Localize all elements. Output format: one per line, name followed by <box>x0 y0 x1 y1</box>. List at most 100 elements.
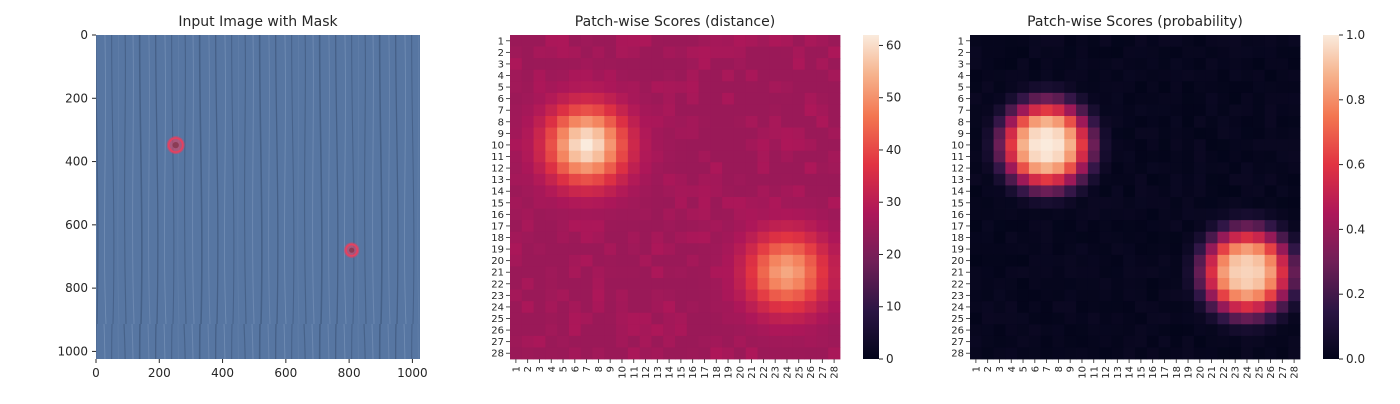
heatmap-cell <box>510 312 523 325</box>
heatmap-cell <box>1135 243 1148 256</box>
heatmap-cell <box>1252 208 1266 221</box>
heatmap-cell <box>1241 116 1254 128</box>
heatmap-cell <box>639 254 652 267</box>
heatmap-cell <box>686 243 699 256</box>
heatmap-cell <box>710 335 723 348</box>
heatmap-cell <box>557 312 570 325</box>
heatmap-x-tick-label: 28 <box>1290 366 1301 379</box>
heatmap-cell <box>557 92 570 105</box>
heatmap-cell <box>1052 301 1065 314</box>
heatmap-cell <box>675 185 688 198</box>
heatmap-cell <box>1158 92 1171 105</box>
heatmap-cell <box>1005 301 1018 314</box>
heatmap-cell <box>1017 301 1030 314</box>
heatmap-cell <box>686 162 699 175</box>
heatmap-cell <box>1158 69 1171 82</box>
heatmap-cell <box>1158 46 1171 59</box>
heatmap-cell <box>1040 139 1053 152</box>
heatmap-cell <box>686 301 699 314</box>
heatmap-cell <box>1040 335 1053 348</box>
heatmap-cell <box>1229 150 1242 163</box>
heatmap-cell <box>828 278 841 290</box>
heatmap-cell <box>557 220 570 233</box>
heatmap-cell <box>592 69 605 82</box>
heatmap-cell <box>580 347 593 360</box>
heatmap-cell <box>781 312 794 325</box>
probability-heatmap-title: Patch-wise Scores (probability) <box>1027 14 1243 30</box>
heatmap-cell <box>568 58 582 71</box>
heatmap-cell <box>1135 116 1148 128</box>
heatmap-cell <box>1158 116 1171 128</box>
heatmap-cell <box>781 116 794 128</box>
heatmap-cell <box>757 243 770 256</box>
heatmap-cell <box>604 162 617 175</box>
heatmap-cell <box>1170 197 1183 209</box>
heatmap-cell <box>970 335 983 348</box>
heatmap-cell <box>1241 58 1254 71</box>
heatmap-cell <box>521 81 534 94</box>
heatmap-cell <box>792 254 806 267</box>
heatmap-cell <box>627 92 641 105</box>
heatmap-cell <box>521 197 534 209</box>
heatmap-cell <box>651 35 664 47</box>
heatmap-y-tick-label: 18 <box>491 233 504 244</box>
heatmap-cell <box>1135 301 1148 314</box>
heatmap-cell <box>710 46 723 59</box>
heatmap-cell <box>1288 197 1301 209</box>
heatmap-cell <box>1017 92 1030 105</box>
heatmap-cell <box>1158 173 1171 186</box>
heatmap-cell <box>639 301 652 314</box>
heatmap-cell <box>981 69 994 82</box>
heatmap-x-tick-label: 2 <box>983 366 994 372</box>
heatmap-cell <box>1252 185 1266 198</box>
heatmap-cell <box>816 150 829 163</box>
heatmap-cell <box>1252 69 1266 82</box>
heatmap-cell <box>1264 289 1277 302</box>
heatmap-cell <box>510 139 523 152</box>
heatmap-cell <box>568 92 582 105</box>
heatmap-cell <box>745 312 758 325</box>
heatmap-cell <box>993 278 1006 290</box>
heatmap-cell <box>1217 208 1230 221</box>
heatmap-cell <box>1017 35 1030 47</box>
heatmap-cell <box>1028 254 1042 267</box>
heatmap-cell <box>604 312 617 325</box>
heatmap-cell <box>675 289 688 302</box>
heatmap-cell <box>804 185 817 198</box>
heatmap-y-tick-label: 18 <box>951 233 964 244</box>
heatmap-cell <box>557 347 570 360</box>
heatmap-cell <box>616 289 629 302</box>
heatmap-cell <box>1158 243 1171 256</box>
heatmap-cell <box>1252 173 1266 186</box>
heatmap-cell <box>510 127 523 140</box>
heatmap-cell <box>769 81 782 94</box>
heatmap-cell <box>1005 58 1018 71</box>
heatmap-cell <box>521 278 534 290</box>
heatmap-cell <box>745 220 758 233</box>
heatmap-cell <box>757 347 770 360</box>
heatmap-cell <box>981 289 994 302</box>
heatmap-cell <box>1217 116 1230 128</box>
heatmap-cell <box>1217 197 1230 209</box>
heatmap-cell <box>1040 35 1053 47</box>
heatmap-cell <box>510 116 523 128</box>
heatmap-cell <box>639 220 652 233</box>
heatmap-cell <box>545 335 558 348</box>
heatmap-cell <box>580 173 593 186</box>
heatmap-x-tick-label: 1 <box>511 366 522 372</box>
heatmap-cell <box>568 335 582 348</box>
heatmap-cell <box>557 139 570 152</box>
heatmap-cell <box>1005 220 1018 233</box>
heatmap-cell <box>1017 46 1030 59</box>
heatmap-cell <box>1252 301 1266 314</box>
heatmap-cell <box>1241 335 1254 348</box>
heatmap-cell <box>781 289 794 302</box>
heatmap-cell <box>639 139 652 152</box>
heatmap-cell <box>993 139 1006 152</box>
heatmap-cell <box>686 220 699 233</box>
heatmap-cell <box>639 347 652 360</box>
heatmap-cell <box>1158 139 1171 152</box>
heatmap-cell <box>675 173 688 186</box>
heatmap-cell <box>1276 301 1289 314</box>
heatmap-cell <box>1099 335 1112 348</box>
